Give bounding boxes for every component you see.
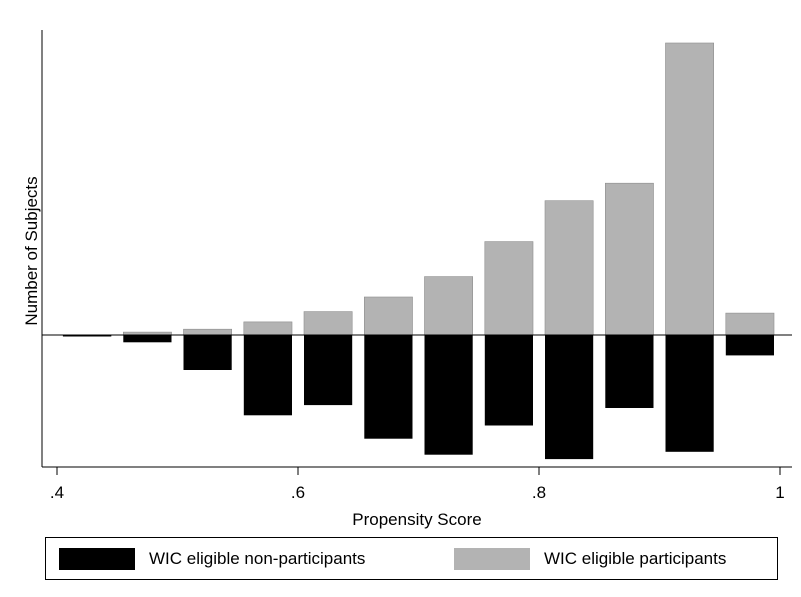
participants-bar-6 (424, 276, 474, 336)
legend-swatch-participants (454, 548, 530, 570)
participants-bar-2 (183, 328, 233, 336)
non-participants-bar-0 (63, 335, 112, 337)
non-participants-bar-11 (725, 335, 774, 356)
non-participants-bars (63, 335, 774, 460)
x-axis-ticks: .4 .6 .8 1 (50, 467, 785, 502)
participants-bar-3 (243, 321, 293, 336)
non-participants-bar-3 (243, 335, 292, 416)
x-tick-label-1: .6 (291, 483, 305, 502)
participants-bar-10 (665, 42, 715, 336)
non-participants-bar-4 (304, 335, 353, 406)
non-participants-bar-7 (484, 335, 533, 426)
x-tick-label-0: .4 (50, 483, 64, 502)
legend-item-participants: WIC eligible participants (454, 547, 726, 571)
legend-label-participants: WIC eligible participants (544, 549, 727, 568)
non-participants-bar-10 (665, 335, 714, 452)
participants-bar-9 (604, 182, 654, 336)
y-axis-title: Number of Subjects (22, 176, 41, 325)
non-participants-bar-8 (545, 335, 594, 460)
participants-bar-8 (544, 200, 594, 336)
non-participants-bar-2 (183, 335, 232, 370)
chart: .4 .6 .8 1 Propensity Score Number of Subje… (22, 30, 792, 529)
legend: WIC eligible non-participants WIC eligib… (45, 537, 778, 580)
participants-bar-7 (484, 241, 534, 336)
non-participants-bar-5 (364, 335, 413, 439)
legend-item-non-participants: WIC eligible non-participants (59, 547, 365, 571)
non-participants-bar-9 (605, 335, 654, 408)
participants-bar-4 (303, 311, 353, 336)
participants-bar-11 (725, 312, 775, 336)
participants-bar-5 (363, 296, 413, 336)
legend-label-non-participants: WIC eligible non-participants (149, 549, 366, 568)
x-tick-label-3: 1 (775, 483, 784, 502)
non-participants-bar-1 (123, 335, 172, 343)
legend-swatch-non-participants (59, 548, 135, 570)
non-participants-bar-6 (424, 335, 473, 455)
participants-bars (62, 42, 775, 337)
x-axis-title: Propensity Score (352, 510, 481, 529)
x-tick-label-2: .8 (532, 483, 546, 502)
